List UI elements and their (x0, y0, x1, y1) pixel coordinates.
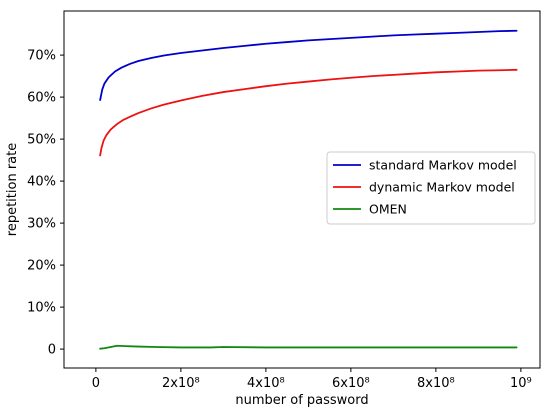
legend-label: standard Markov model (369, 158, 517, 173)
legend-label: dynamic Markov model (369, 180, 515, 195)
legend: standard Markov model dynamic Markov mode… (326, 151, 536, 225)
series-line-3 (99, 344, 518, 350)
y-tick-label: 60% (27, 91, 56, 106)
series-line-2 (99, 68, 518, 157)
legend-box (326, 151, 536, 225)
y-tick-label: 70% (27, 49, 56, 64)
series-layer (99, 29, 518, 350)
y-tick-label: 20% (27, 259, 56, 274)
x-tick-label: 6x10⁸ (332, 376, 370, 391)
legend-items: standard Markov model dynamic Markov mode… (333, 158, 517, 217)
y-axis-label: repetition rate (5, 143, 20, 236)
x-tick-label: 8x10⁸ (417, 376, 455, 391)
x-tick-label: 10⁹ (510, 376, 532, 391)
plot-frame (63, 10, 541, 369)
x-tick-label: 0 (92, 376, 100, 391)
legend-label: OMEN (369, 202, 407, 217)
y-tick-label: 40% (27, 175, 56, 190)
y-tick-label: 50% (27, 133, 56, 148)
ticks-layer: 0 2x10⁸ 4x10⁸ 6x10⁸ 8x10⁸ 10⁹ 0 10% 20% 30% 40% 50%… (27, 49, 532, 391)
y-tick-label: 0 (48, 343, 56, 358)
y-tick-label: 30% (27, 217, 56, 232)
x-tick-label: 4x10⁸ (247, 376, 285, 391)
x-tick-label: 2x10⁸ (162, 376, 200, 391)
y-tick-label: 10% (27, 301, 56, 316)
series-line-1 (99, 29, 518, 101)
x-axis-label: number of password (235, 393, 368, 408)
